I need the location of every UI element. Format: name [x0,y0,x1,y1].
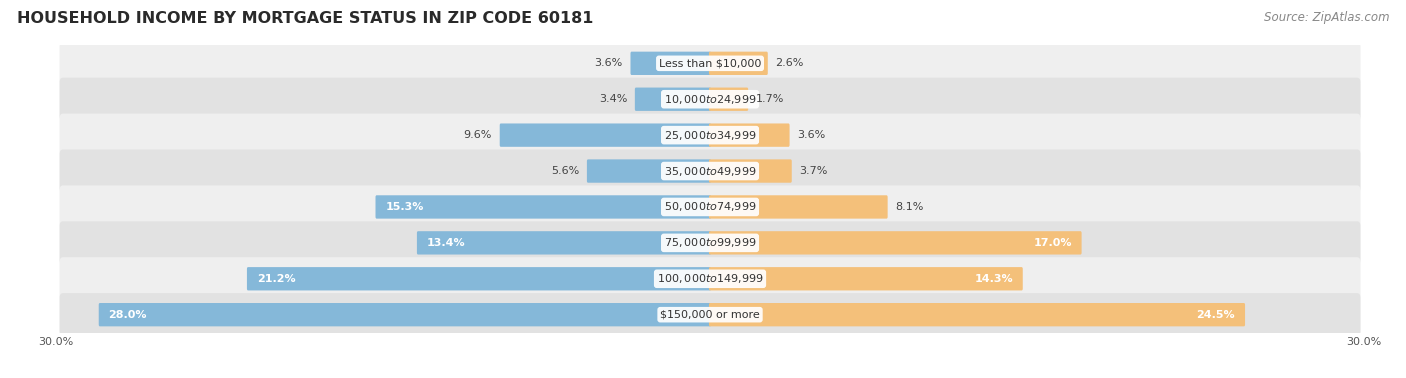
Text: 21.2%: 21.2% [257,274,295,284]
Text: 28.0%: 28.0% [108,310,148,320]
Text: 8.1%: 8.1% [896,202,924,212]
FancyBboxPatch shape [59,257,1361,300]
FancyBboxPatch shape [59,186,1361,228]
Text: 13.4%: 13.4% [427,238,465,248]
FancyBboxPatch shape [59,42,1361,85]
FancyBboxPatch shape [709,267,1022,290]
Text: 14.3%: 14.3% [974,274,1012,284]
FancyBboxPatch shape [59,78,1361,121]
Text: 3.6%: 3.6% [595,58,623,68]
FancyBboxPatch shape [59,114,1361,157]
FancyBboxPatch shape [59,293,1361,336]
Text: 1.7%: 1.7% [756,94,785,104]
Text: $35,000 to $49,999: $35,000 to $49,999 [664,164,756,178]
FancyBboxPatch shape [709,160,792,183]
Text: 3.6%: 3.6% [797,130,825,140]
FancyBboxPatch shape [59,222,1361,265]
FancyBboxPatch shape [586,160,711,183]
Text: Less than $10,000: Less than $10,000 [659,58,761,68]
FancyBboxPatch shape [59,150,1361,193]
FancyBboxPatch shape [709,231,1081,254]
Text: Source: ZipAtlas.com: Source: ZipAtlas.com [1264,11,1389,24]
Text: $100,000 to $149,999: $100,000 to $149,999 [657,272,763,285]
FancyBboxPatch shape [375,195,711,218]
FancyBboxPatch shape [247,267,711,290]
Text: $25,000 to $34,999: $25,000 to $34,999 [664,129,756,142]
FancyBboxPatch shape [709,124,790,147]
Text: $75,000 to $99,999: $75,000 to $99,999 [664,236,756,249]
Text: 2.6%: 2.6% [776,58,804,68]
FancyBboxPatch shape [499,124,711,147]
FancyBboxPatch shape [98,303,711,326]
FancyBboxPatch shape [709,88,748,111]
Text: 5.6%: 5.6% [551,166,579,176]
Text: 15.3%: 15.3% [385,202,423,212]
Text: $50,000 to $74,999: $50,000 to $74,999 [664,200,756,214]
FancyBboxPatch shape [709,52,768,75]
FancyBboxPatch shape [630,52,711,75]
FancyBboxPatch shape [709,195,887,218]
FancyBboxPatch shape [709,303,1246,326]
FancyBboxPatch shape [418,231,711,254]
FancyBboxPatch shape [636,88,711,111]
Text: $10,000 to $24,999: $10,000 to $24,999 [664,93,756,106]
Text: 24.5%: 24.5% [1197,310,1236,320]
Text: $150,000 or more: $150,000 or more [661,310,759,320]
Text: 9.6%: 9.6% [464,130,492,140]
Text: HOUSEHOLD INCOME BY MORTGAGE STATUS IN ZIP CODE 60181: HOUSEHOLD INCOME BY MORTGAGE STATUS IN Z… [17,11,593,26]
Text: 3.4%: 3.4% [599,94,627,104]
Text: 3.7%: 3.7% [800,166,828,176]
Text: 17.0%: 17.0% [1033,238,1071,248]
